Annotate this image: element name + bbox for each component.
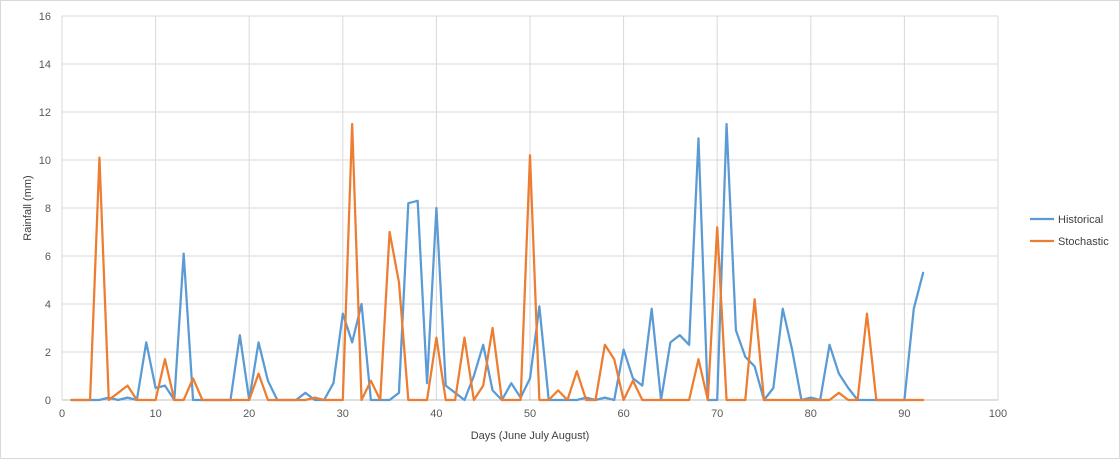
y-axis-title: Rainfall (mm) [22, 175, 34, 240]
gridlines [62, 15, 999, 400]
series-lines [70, 122, 925, 402]
tick-labels: 0 2 4 6 8 10 12 14 16 0 10 20 30 40 50 60 70 80 90 100 [39, 11, 1007, 420]
y-tick-label: 16 [39, 11, 51, 23]
y-tick-label: 0 [45, 395, 51, 407]
y-tick-label: 12 [39, 107, 51, 119]
x-tick-label: 50 [524, 408, 536, 420]
legend-label-historical: Historical [1058, 214, 1103, 226]
x-tick-label: 0 [59, 408, 65, 420]
legend-label-stochastic: Stochastic [1058, 236, 1109, 248]
x-tick-label: 10 [149, 408, 161, 420]
y-tick-label: 4 [45, 299, 51, 311]
legend: Historical Stochastic [1030, 214, 1109, 248]
y-tick-label: 8 [45, 203, 51, 215]
y-tick-label: 10 [39, 155, 51, 167]
y-tick-label: 6 [45, 251, 51, 263]
x-tick-label: 90 [898, 408, 910, 420]
x-tick-label: 70 [711, 408, 723, 420]
x-tick-label: 40 [430, 408, 442, 420]
y-tick-label: 2 [45, 347, 51, 359]
y-tick-label: 14 [39, 59, 51, 71]
x-tick-label: 80 [805, 408, 817, 420]
x-tick-label: 60 [617, 408, 629, 420]
series-line-stochastic [70, 122, 925, 402]
x-tick-label: 100 [989, 408, 1007, 420]
x-axis-title: Days (June July August) [471, 430, 590, 442]
x-tick-label: 20 [243, 408, 255, 420]
x-tick-label: 30 [337, 408, 349, 420]
